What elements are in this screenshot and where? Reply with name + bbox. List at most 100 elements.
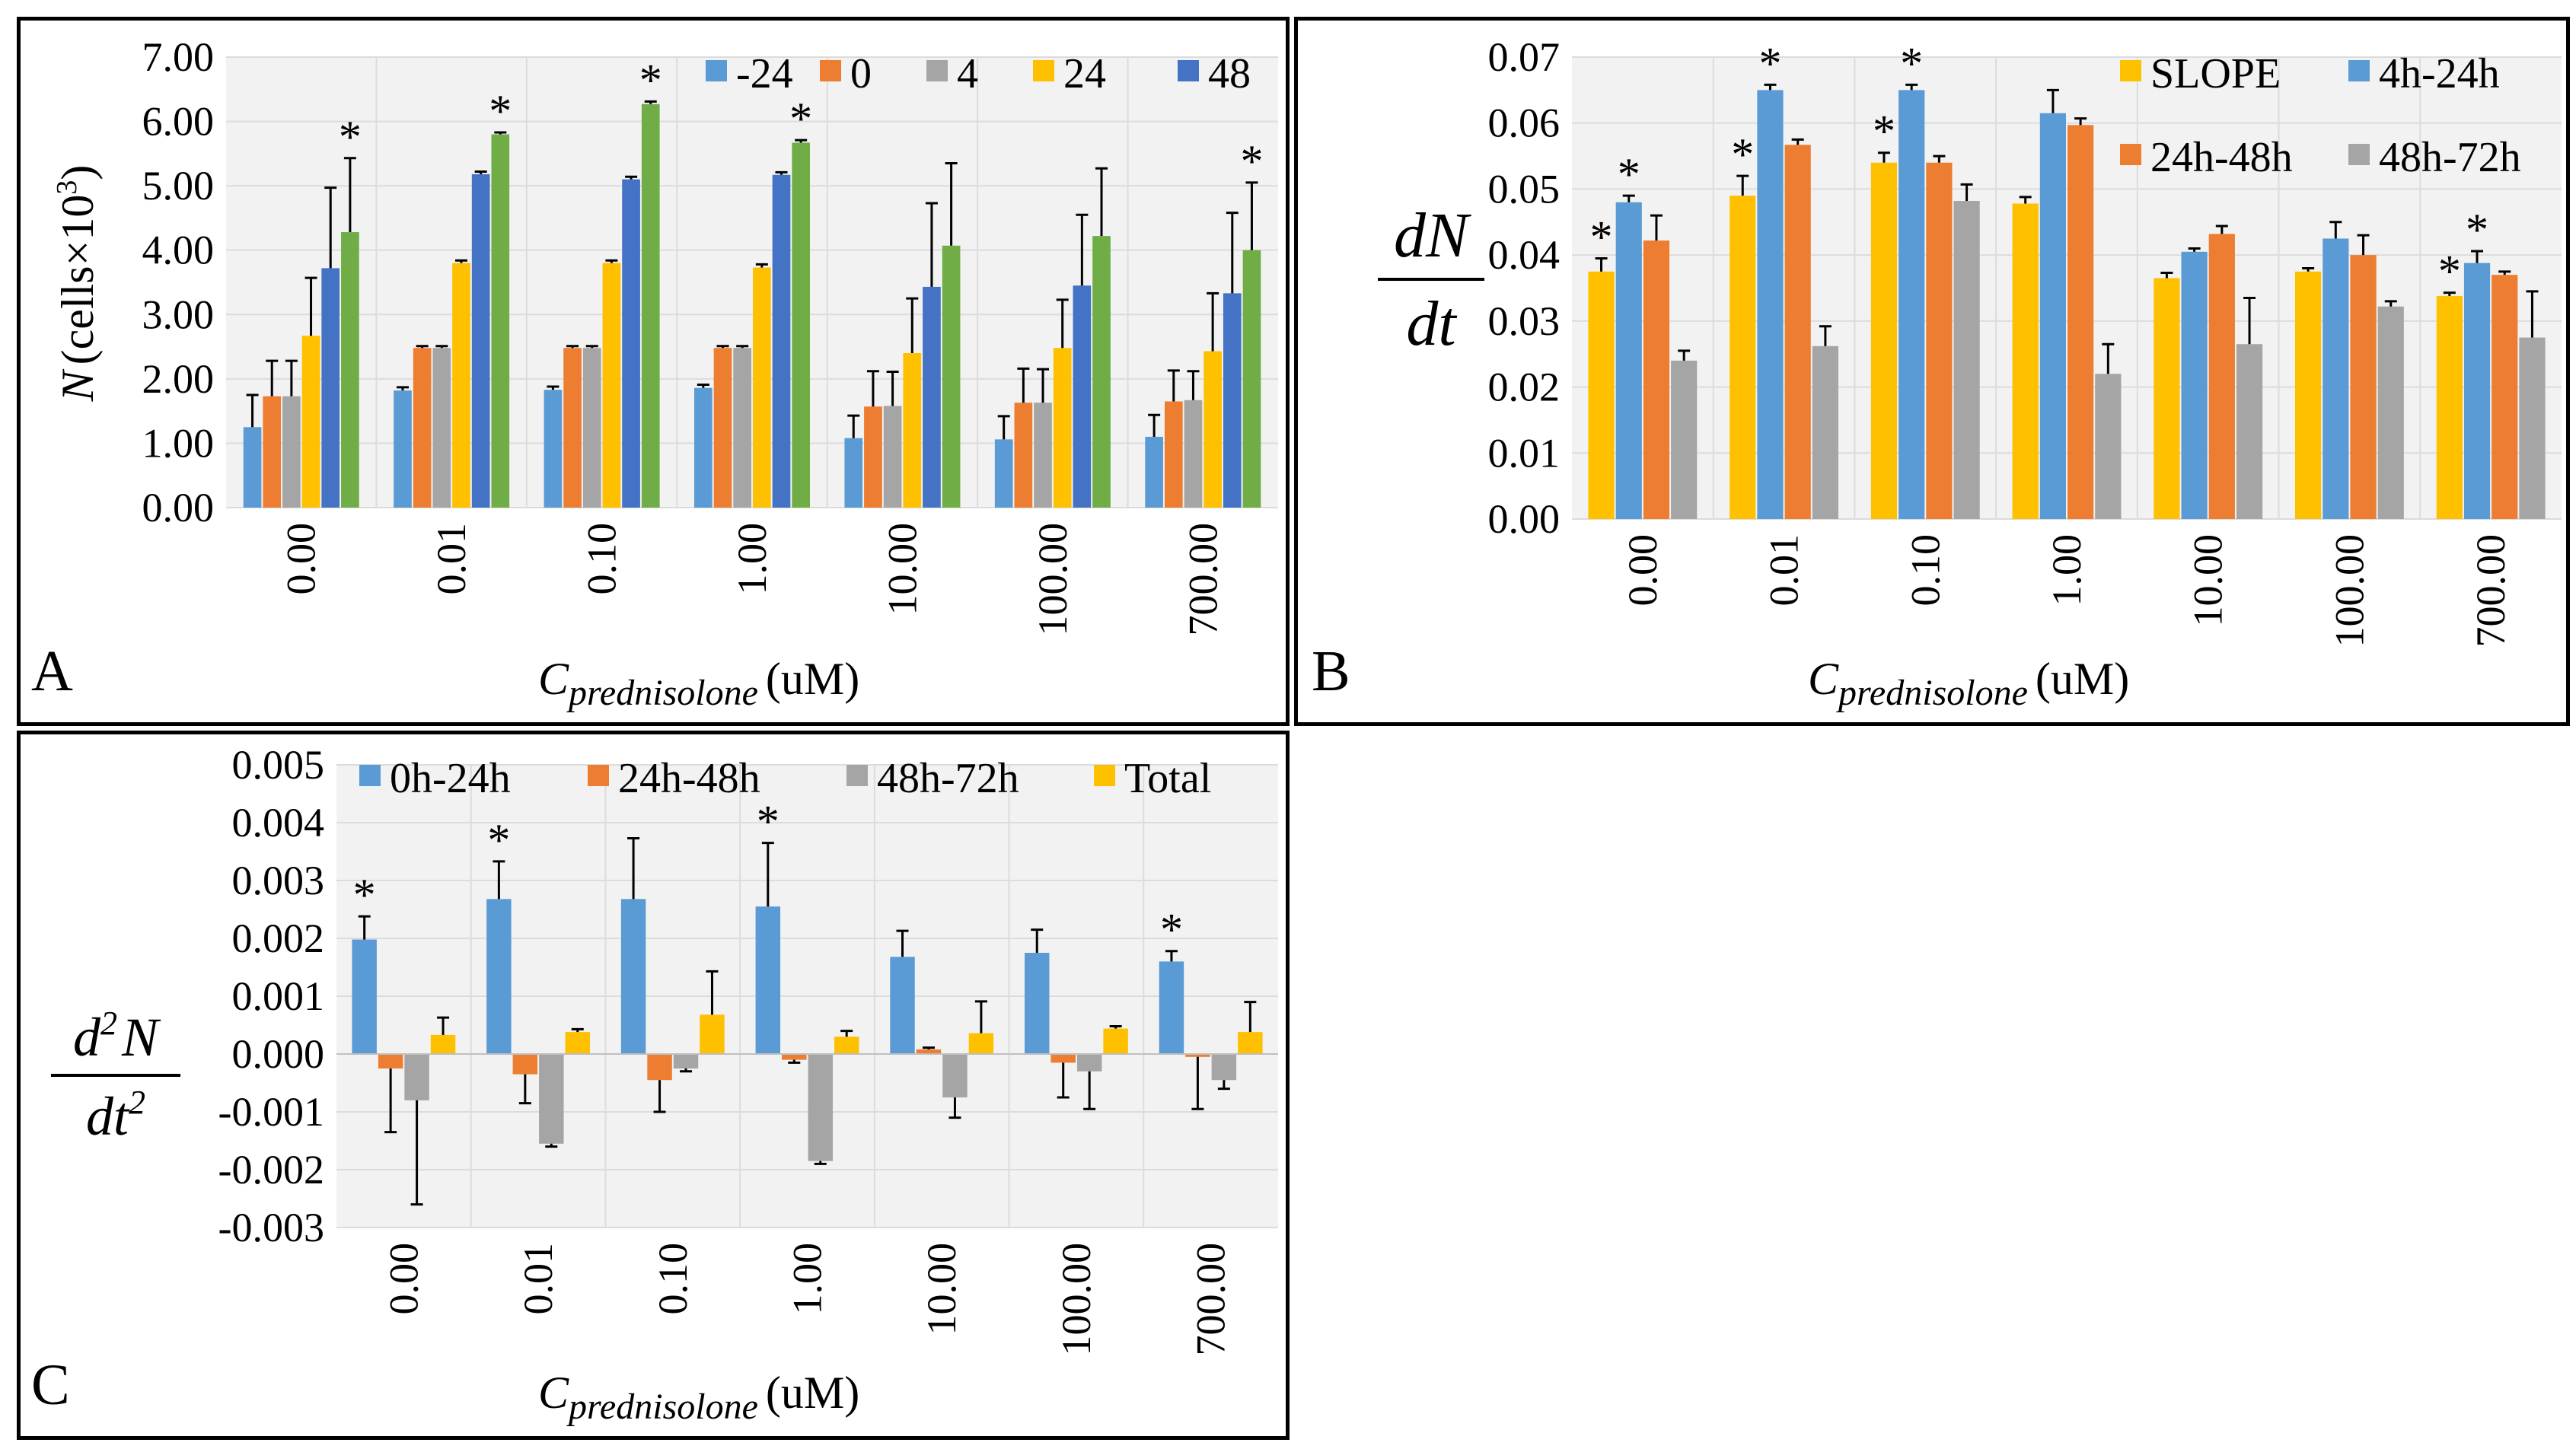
bar — [512, 1054, 538, 1075]
x-tick-label: 100.00 — [2326, 534, 2372, 648]
legend-label: 4 — [957, 50, 978, 97]
bar — [1073, 285, 1092, 508]
y-tick-label: 0.02 — [1488, 365, 1561, 410]
legend-label: 48h-72h — [877, 755, 1019, 802]
legend-swatch — [1178, 60, 1199, 81]
x-tick-label: 1.00 — [2044, 534, 2090, 607]
bar — [1076, 1054, 1102, 1072]
bar — [243, 427, 262, 508]
bar — [2323, 238, 2349, 519]
chart-b: 0.00 0.01 0.02 0.03 0.04 0.05 0.06 0.07 0.00 0.01… — [1312, 34, 2562, 713]
bar — [1812, 346, 1838, 519]
bar — [1050, 1054, 1076, 1063]
bar — [2463, 263, 2491, 519]
legend-label: 0 — [850, 50, 872, 97]
x-axis-title: Cprednisolone (uM) — [1808, 654, 2129, 713]
bar — [2095, 374, 2122, 519]
y-tick-label: 0.04 — [1488, 232, 1561, 278]
bar — [1164, 401, 1183, 508]
significance-star: * — [1731, 129, 1754, 180]
y-tick-label: 0.05 — [1488, 166, 1561, 212]
bar — [486, 899, 512, 1054]
bar — [2492, 275, 2518, 519]
significance-star: * — [1160, 905, 1183, 955]
bar — [1899, 90, 1925, 520]
y-tick-label: 3.00 — [142, 291, 215, 337]
panel-label: B — [1312, 639, 1350, 703]
legend-label: Total — [1124, 755, 1211, 802]
bar — [694, 387, 713, 508]
panel-label: C — [31, 1353, 70, 1417]
bar — [1730, 196, 1756, 519]
y-tick-label: 0.004 — [232, 800, 325, 846]
bar — [620, 899, 646, 1054]
bar — [883, 406, 902, 508]
bar — [2039, 113, 2066, 519]
legend-swatch — [820, 60, 841, 81]
x-tick-label: 700.00 — [1188, 1243, 1234, 1356]
bar — [834, 1037, 859, 1054]
x-tick-label: 0.10 — [579, 523, 625, 595]
bar — [673, 1054, 699, 1068]
y-tick-label: 0.00 — [1488, 496, 1561, 542]
x-tick-label: 0.01 — [429, 523, 474, 595]
bar — [1092, 236, 1111, 508]
bar — [890, 957, 915, 1054]
bar — [321, 268, 340, 508]
significance-star: * — [1590, 212, 1613, 262]
bar — [394, 390, 412, 508]
bar — [2154, 278, 2180, 519]
significance-star: * — [339, 112, 362, 162]
significance-star: * — [1873, 107, 1895, 157]
x-tick-label: 10.00 — [879, 523, 925, 616]
x-tick-label: 1.00 — [785, 1243, 831, 1315]
bar — [1145, 436, 1163, 508]
panel-b: 0.00 0.01 0.02 0.03 0.04 0.05 0.06 0.07 0.00 0.01… — [1294, 17, 2570, 726]
bar — [432, 348, 451, 508]
legend-label: 24h-48h — [618, 755, 760, 802]
legend-label: 24 — [1063, 50, 1106, 97]
y-tick-label: 0.00 — [142, 485, 215, 530]
bar — [755, 906, 781, 1054]
bar — [1103, 1028, 1128, 1054]
y-tick-label: 0.003 — [232, 858, 325, 903]
y-tick-label: 2.00 — [142, 356, 215, 402]
legend-swatch — [1033, 60, 1054, 81]
plot-area — [226, 57, 1278, 508]
x-tick-label: 1.00 — [729, 523, 775, 595]
bar — [1953, 201, 1980, 519]
legend-label: 4h-24h — [2379, 50, 2500, 97]
significance-star: * — [757, 797, 779, 847]
bar — [565, 1032, 590, 1054]
bar — [792, 142, 810, 508]
bar — [2208, 234, 2235, 519]
legend-swatch — [2348, 60, 2370, 81]
chart-c: -0.003 -0.002 -0.001 0.000 0.001 0.002 0.003 0.… — [31, 742, 1278, 1427]
bar — [1671, 360, 1698, 519]
x-tick-label: 0.10 — [650, 1243, 696, 1315]
bar — [1204, 351, 1222, 508]
bar — [378, 1054, 403, 1068]
x-tick-label: 0.10 — [1902, 534, 1948, 607]
bar — [2377, 306, 2404, 519]
y-tick-label: 0.005 — [232, 742, 325, 788]
bar — [903, 353, 922, 508]
bar — [968, 1033, 994, 1054]
bar — [430, 1034, 456, 1054]
legend-swatch — [1094, 765, 1115, 786]
x-axis-title: Cprednisolone (uM) — [538, 654, 859, 713]
significance-star: * — [2466, 205, 2488, 255]
bar — [1184, 400, 1203, 508]
bar — [1784, 145, 1811, 519]
bar — [923, 286, 941, 508]
y-tick-label: 4.00 — [142, 228, 215, 273]
legend: SLOPE 4h-24h 24h-48h 48h-72h — [2120, 50, 2521, 181]
legend-swatch — [926, 60, 948, 81]
bar — [942, 1054, 968, 1097]
bar — [1643, 240, 1670, 519]
bar — [641, 104, 660, 508]
legend-swatch — [588, 765, 609, 786]
bar — [1159, 961, 1184, 1054]
bar — [1870, 162, 1898, 519]
bar — [2067, 125, 2094, 519]
